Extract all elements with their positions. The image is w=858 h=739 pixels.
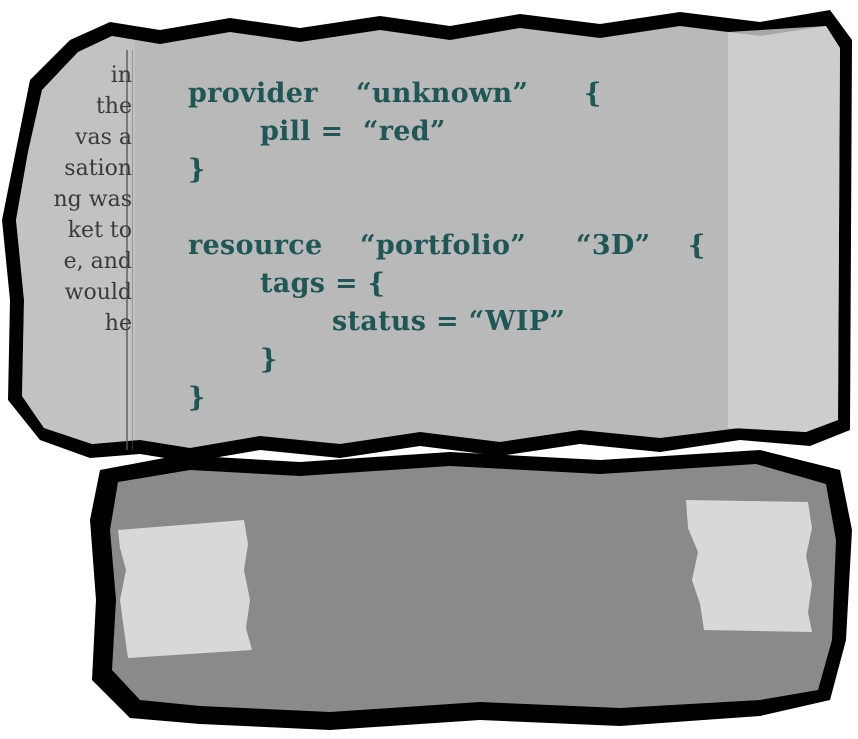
- newsprint-column: in the vas a sation ng was ket to e, and…: [20, 60, 132, 440]
- code-resource-type: “portfolio”: [360, 230, 527, 261]
- tape-left: [118, 520, 252, 658]
- code-resource-keyword: resource: [188, 230, 323, 261]
- newsprint-line: ket to: [67, 218, 132, 243]
- torn-paper: [16, 26, 840, 448]
- code-resource-name: “3D”: [576, 230, 651, 261]
- code-brace: }: [260, 344, 278, 375]
- code-status-assignment: status = “WIP”: [332, 306, 566, 337]
- code-brace: }: [188, 382, 206, 413]
- gray-card: [110, 464, 836, 712]
- column-rule: [126, 50, 128, 450]
- newsprint-line: ng was: [53, 187, 132, 212]
- paper-light-strip: [728, 26, 840, 432]
- tape-right: [686, 500, 812, 632]
- newsprint-line: sation: [64, 156, 132, 181]
- code-brace: {: [688, 230, 706, 261]
- newsprint-line: in: [110, 63, 132, 88]
- newsprint-line: e, and: [63, 249, 132, 274]
- code-pill-assignment: pill = “red”: [260, 116, 446, 147]
- code-provider-keyword: provider: [188, 78, 318, 109]
- newsprint-line: would: [64, 280, 132, 305]
- newsprint-line: he: [104, 311, 132, 336]
- newsprint-line: the: [95, 94, 132, 119]
- code-tags-assignment: tags = {: [260, 268, 386, 299]
- paper-left-strip: [16, 36, 135, 444]
- code-brace: {: [584, 78, 602, 109]
- code-provider-name: “unknown”: [356, 78, 529, 109]
- column-rule-secondary: [132, 50, 133, 450]
- newsprint-line: vas a: [75, 125, 132, 150]
- code-brace: }: [188, 154, 206, 185]
